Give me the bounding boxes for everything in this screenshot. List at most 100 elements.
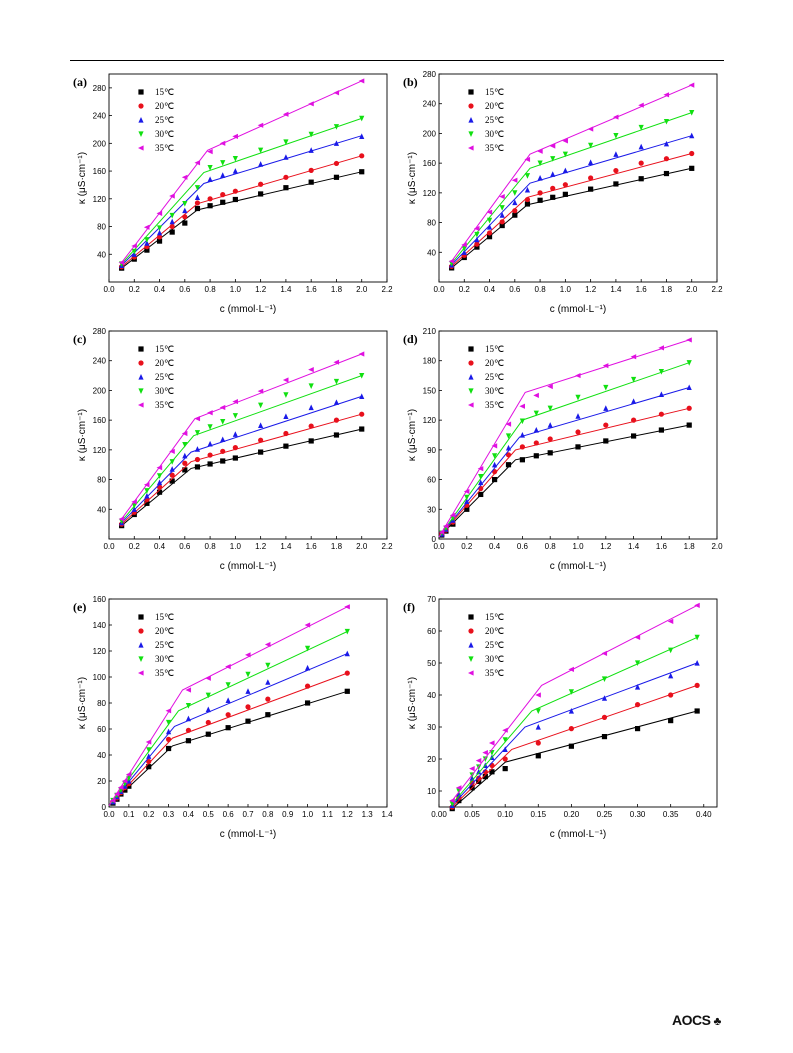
data-point: [535, 692, 541, 698]
data-point: [207, 196, 213, 202]
data-point: [686, 384, 692, 391]
legend-label: 25℃: [155, 640, 174, 650]
panel-label: (d): [403, 332, 418, 346]
data-point: [502, 746, 508, 752]
legend-label: 35℃: [155, 400, 174, 410]
data-point: [469, 766, 475, 772]
x-tick-label: 1.6: [306, 542, 318, 551]
y-tick-label: 10: [427, 787, 436, 796]
legend-marker: [468, 360, 474, 366]
x-tick-label: 1.0: [572, 542, 584, 551]
data-point: [475, 758, 482, 764]
aocs-logo: AOCS ♣: [672, 1012, 721, 1028]
data-point: [146, 758, 152, 765]
data-point: [182, 460, 188, 466]
data-point: [131, 506, 137, 512]
plot-frame: [438, 598, 718, 808]
data-point: [476, 768, 482, 775]
legend: 15℃ 20℃ 25℃ 30℃ 35℃: [138, 612, 174, 678]
data-point: [505, 444, 512, 451]
legend-marker: [468, 117, 474, 123]
chart-svg: 0.0 0.1 0.2 0.3 0.4 0.5 0.6 0.7 0.8 0.9 1.0 1.1 1.2 1…: [73, 595, 393, 840]
x-tick-label: 1.8: [331, 285, 343, 294]
x-tick-label: 0.05: [464, 810, 480, 819]
data-point: [568, 689, 574, 695]
data-point: [333, 432, 340, 438]
legend-label: 25℃: [155, 115, 174, 125]
data-point: [283, 392, 289, 398]
x-tick-label: 0.4: [489, 542, 501, 551]
data-point: [631, 417, 637, 423]
data-point: [283, 154, 289, 160]
data-point: [524, 186, 531, 193]
x-tick-label: 0.8: [262, 810, 274, 819]
y-tick-label: 120: [423, 416, 437, 425]
data-point: [146, 764, 152, 770]
data-point: [449, 801, 455, 807]
legend-label: 20℃: [485, 626, 504, 636]
x-tick-label: 1.2: [342, 810, 354, 819]
data-point: [663, 156, 670, 162]
data-point: [449, 512, 456, 518]
x-tick-label: 1.8: [331, 542, 343, 551]
data-point: [533, 440, 539, 446]
data-point: [603, 422, 609, 428]
data-point: [613, 151, 619, 157]
data-point: [308, 404, 314, 411]
x-tick-label: 2.0: [356, 285, 368, 294]
legend-marker: [138, 374, 144, 380]
data-point: [344, 670, 350, 676]
data-point: [464, 506, 470, 512]
data-point: [547, 436, 553, 442]
data-point: [575, 429, 581, 435]
data-point: [156, 489, 163, 495]
series-2: [119, 133, 365, 268]
data-point: [165, 719, 172, 726]
panel-label: (a): [73, 75, 87, 89]
series-2: [449, 132, 695, 268]
data-point: [220, 199, 226, 205]
data-point: [333, 140, 340, 146]
y-tick-label: 280: [423, 70, 437, 79]
series-3: [119, 372, 365, 525]
data-point: [185, 703, 192, 709]
series-2: [119, 393, 365, 526]
data-point: [308, 383, 314, 389]
chart-svg: 0.0 0.2 0.4 0.6 0.8 1.0 1.2 1.4 1.6 1.8 2.0 2.2 40 80…: [403, 70, 723, 315]
data-point: [686, 360, 692, 366]
legend-label: 35℃: [485, 143, 504, 153]
y-tick-label: 0: [432, 535, 437, 544]
series-3: [119, 115, 365, 267]
data-point: [118, 516, 125, 522]
data-point: [601, 676, 608, 682]
legend-marker: [138, 117, 144, 123]
y-tick-label: 150: [423, 386, 437, 395]
series-0: [438, 422, 692, 538]
aocs-leaf-icon: ♣: [713, 1014, 721, 1028]
legend-marker: [138, 131, 144, 137]
data-point: [182, 452, 188, 459]
y-tick-label: 200: [423, 129, 437, 138]
data-point: [668, 692, 674, 698]
data-point: [502, 766, 508, 772]
data-point: [156, 479, 163, 486]
fit-line: [108, 653, 348, 807]
data-point: [358, 78, 365, 84]
data-point: [575, 444, 581, 450]
data-point: [486, 234, 493, 240]
data-point: [689, 150, 695, 157]
data-point: [232, 155, 238, 162]
data-point: [482, 774, 488, 780]
data-point: [631, 433, 637, 439]
y-tick-label: 40: [97, 250, 106, 259]
legend-label: 30℃: [485, 386, 504, 396]
x-tick-label: 0.2: [459, 285, 471, 294]
legend-marker: [468, 145, 474, 151]
data-point: [165, 745, 172, 752]
data-point: [499, 219, 505, 225]
data-point: [225, 712, 231, 718]
data-point: [537, 197, 543, 203]
data-point: [264, 641, 271, 648]
series-4: [438, 337, 692, 538]
fit-line: [438, 387, 690, 538]
